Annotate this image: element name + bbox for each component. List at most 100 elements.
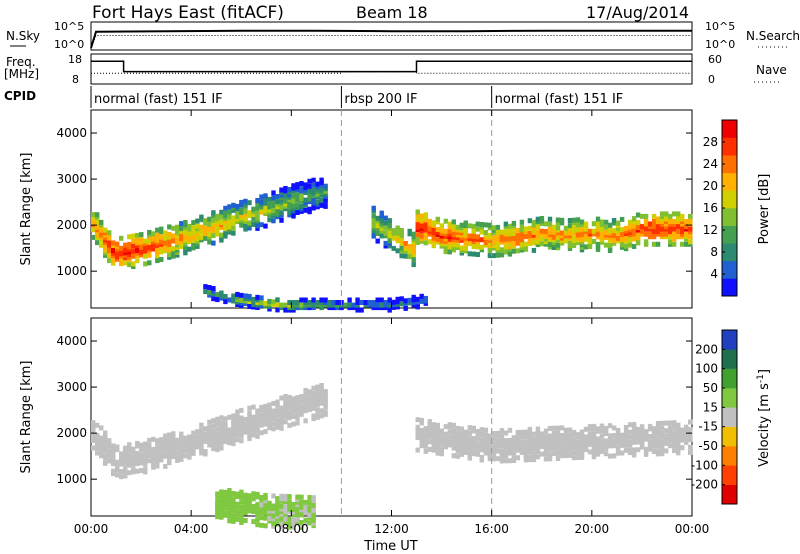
data-cell <box>443 431 448 437</box>
data-cell <box>563 427 569 433</box>
data-cell <box>627 447 633 453</box>
data-cell <box>479 222 484 227</box>
data-cell <box>415 296 420 302</box>
data-cell <box>431 440 436 445</box>
data-cell <box>159 454 164 460</box>
data-cell <box>491 456 497 462</box>
colorbar-tick-label: 4 <box>710 267 718 281</box>
data-cell <box>475 241 480 247</box>
data-cell <box>651 438 657 444</box>
nsearch-line <box>90 35 692 49</box>
data-cell <box>251 414 256 420</box>
data-cell <box>99 225 104 230</box>
data-cell <box>483 435 489 441</box>
data-cell <box>595 221 601 227</box>
velocity-colorbar-label-main: Velocity [m s <box>757 383 772 467</box>
data-cell <box>495 252 501 258</box>
data-cell <box>655 443 661 449</box>
data-cell <box>139 445 144 451</box>
data-cell <box>91 422 96 428</box>
data-cell <box>595 226 601 232</box>
data-cell <box>155 258 160 264</box>
data-cell <box>567 452 573 458</box>
data-cell <box>619 244 625 250</box>
data-cell <box>279 405 284 411</box>
data-cell <box>651 231 657 237</box>
data-cell <box>247 413 252 419</box>
data-cell <box>531 232 537 238</box>
data-cell <box>283 493 288 499</box>
data-cell <box>251 211 256 217</box>
data-cell <box>267 415 272 421</box>
data-cell <box>287 300 292 305</box>
data-cell <box>119 248 124 254</box>
data-cell <box>91 420 96 426</box>
data-cell <box>223 489 228 495</box>
data-cell <box>275 496 280 502</box>
data-cell <box>263 211 268 216</box>
data-cell <box>275 297 280 303</box>
data-cell <box>211 446 216 452</box>
data-cell <box>147 260 152 266</box>
data-cell <box>219 512 224 518</box>
data-cell <box>131 261 136 267</box>
data-cell <box>571 235 577 241</box>
data-cell <box>623 225 629 231</box>
data-cell <box>279 410 284 416</box>
data-cell <box>231 215 236 221</box>
data-cell <box>319 408 324 414</box>
data-cell <box>267 513 272 519</box>
data-cell <box>275 424 280 430</box>
data-cell <box>251 296 256 302</box>
data-cell <box>127 252 132 258</box>
data-cell <box>279 395 284 401</box>
data-cell <box>119 258 124 264</box>
data-cell <box>283 504 288 510</box>
data-cell <box>215 506 220 512</box>
data-cell <box>491 441 497 447</box>
data-cell <box>291 195 296 201</box>
data-cell <box>103 232 108 238</box>
data-cell <box>523 444 529 450</box>
colorbar-swatch <box>722 172 737 191</box>
data-cell <box>415 224 420 230</box>
data-cell <box>499 247 505 253</box>
data-cell <box>323 198 328 204</box>
data-cell <box>487 232 493 238</box>
data-cell <box>547 216 553 222</box>
data-cell <box>591 239 597 244</box>
data-cell <box>523 226 529 232</box>
data-cell <box>395 296 400 302</box>
data-cell <box>127 244 132 250</box>
data-cell <box>423 433 428 439</box>
data-cell <box>543 231 549 237</box>
data-cell <box>547 425 553 431</box>
data-cell <box>603 438 609 444</box>
data-cell <box>303 297 308 303</box>
data-cell <box>547 443 553 449</box>
data-cell <box>295 514 300 520</box>
data-cell <box>539 221 545 227</box>
data-cell <box>299 494 304 500</box>
colorbar-tick-label: 8 <box>710 245 718 259</box>
data-cell <box>511 248 517 254</box>
data-cell <box>263 300 268 306</box>
data-cell <box>279 503 284 509</box>
data-cell <box>275 199 280 205</box>
data-cell <box>283 409 288 415</box>
data-cell <box>207 427 212 433</box>
data-cell <box>135 232 140 238</box>
data-cell <box>163 463 168 469</box>
data-cell <box>651 426 657 432</box>
data-cell <box>439 438 444 444</box>
data-cell <box>299 302 304 308</box>
data-cell <box>271 200 276 206</box>
data-cell <box>515 233 521 239</box>
data-cell <box>119 456 124 462</box>
data-cell <box>235 203 240 209</box>
data-cell <box>555 225 561 231</box>
data-cell <box>207 285 212 290</box>
data-cell <box>515 455 521 461</box>
data-cell <box>415 222 420 228</box>
data-cell <box>267 508 272 514</box>
